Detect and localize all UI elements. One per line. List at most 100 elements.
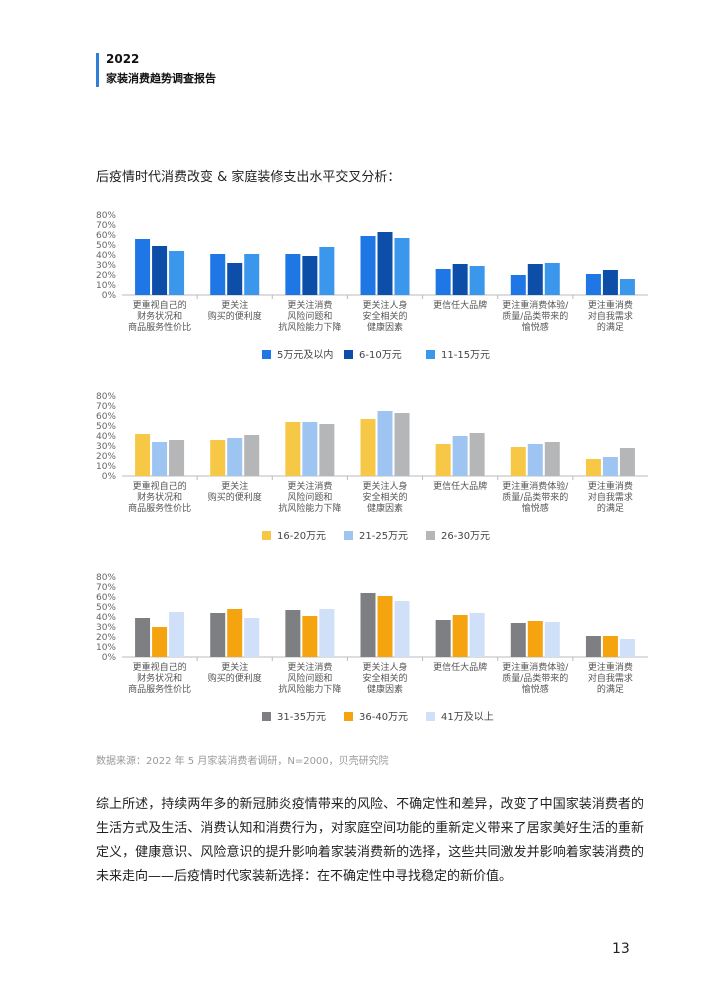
- category-label: 更注重消费体验/质量/品类带来的愉悦感: [502, 299, 569, 333]
- bar: [227, 609, 243, 657]
- bar: [319, 424, 335, 476]
- bar: [452, 436, 468, 476]
- legend-label: 11-15万元: [441, 350, 490, 361]
- legend-swatch: [262, 712, 271, 721]
- bar: [244, 254, 260, 295]
- bar: [319, 247, 335, 295]
- category-label: 更注重消费对自我需求的满足: [588, 661, 633, 695]
- bar: [360, 593, 376, 657]
- bar: [377, 411, 393, 476]
- y-tick-label: 30%: [96, 623, 116, 633]
- bar: [152, 246, 168, 295]
- bar: [619, 279, 635, 295]
- bar: [285, 610, 301, 657]
- bar: [619, 448, 635, 476]
- page-number: 13: [612, 941, 630, 957]
- bar: [510, 623, 526, 657]
- y-tick-label: 10%: [96, 281, 116, 291]
- category-label: 更关注人身安全相关的健康因素: [362, 299, 407, 333]
- header-accent-bar: [96, 53, 99, 87]
- bar: [227, 263, 243, 295]
- y-tick-label: 70%: [96, 583, 116, 593]
- y-tick-label: 10%: [96, 643, 116, 653]
- bar: [377, 232, 393, 295]
- category-label: 更关注消费风险问题和抗风险能力下降: [278, 661, 341, 695]
- y-tick-label: 70%: [96, 402, 116, 412]
- bar: [510, 447, 526, 476]
- y-tick-label: 50%: [96, 241, 116, 251]
- bar: [210, 254, 226, 295]
- y-tick-label: 60%: [96, 593, 116, 603]
- y-tick-label: 70%: [96, 221, 116, 231]
- bar: [602, 457, 618, 476]
- legend-label: 6-10万元: [359, 350, 402, 361]
- bar: [285, 422, 301, 476]
- bar: [585, 636, 601, 657]
- bar: [544, 622, 560, 657]
- category-label: 更信任大品牌: [433, 480, 487, 492]
- y-tick-label: 80%: [96, 392, 116, 402]
- bar: [135, 618, 151, 657]
- bar: [394, 413, 410, 476]
- bar: [585, 459, 601, 476]
- category-label: 更重视自己的财务状况和商品服务性价比: [128, 299, 191, 333]
- legend-label: 26-30万元: [441, 531, 490, 542]
- bar: [544, 263, 560, 295]
- bar: [135, 239, 151, 295]
- category-label: 更信任大品牌: [433, 661, 487, 673]
- y-tick-label: 80%: [96, 573, 116, 583]
- legend-swatch: [426, 712, 435, 721]
- legend-swatch: [426, 531, 435, 540]
- y-tick-label: 0%: [102, 653, 117, 663]
- bar: [302, 422, 318, 476]
- data-source-note: 数据来源：2022 年 5 月家装消费者调研，N=2000，贝壳研究院: [96, 756, 389, 767]
- category-label: 更关注人身安全相关的健康因素: [362, 480, 407, 514]
- y-tick-label: 50%: [96, 422, 116, 432]
- category-label: 更关注购买的便利度: [208, 299, 262, 322]
- y-tick-label: 60%: [96, 231, 116, 241]
- bar: [469, 433, 485, 476]
- category-label: 更关注购买的便利度: [208, 661, 262, 684]
- bar-chart-income-mid: 80%70%60%50%40%30%20%10%0% 更重视自己的财务状况和商品服…: [96, 392, 648, 542]
- category-label: 更注重消费体验/质量/品类带来的愉悦感: [502, 480, 569, 514]
- legend-swatch: [262, 350, 271, 359]
- legend-label: 21-25万元: [359, 531, 408, 542]
- legend-swatch: [344, 350, 353, 359]
- y-tick-label: 0%: [102, 472, 117, 482]
- bar: [544, 442, 560, 476]
- y-tick-label: 40%: [96, 251, 116, 261]
- bar: [602, 636, 618, 657]
- bar: [302, 256, 318, 295]
- y-tick-label: 40%: [96, 613, 116, 623]
- category-label: 更注重消费体验/质量/品类带来的愉悦感: [502, 661, 569, 695]
- bar: [285, 254, 301, 295]
- category-label: 更信任大品牌: [433, 299, 487, 311]
- legend-label: 36-40万元: [359, 712, 408, 723]
- legend-swatch: [344, 712, 353, 721]
- summary-paragraph: 综上所述，持续两年多的新冠肺炎疫情带来的风险、不确定性和差异，改变了中国家装消费…: [96, 797, 644, 884]
- legend-swatch: [262, 531, 271, 540]
- section-heading: 后疫情时代消费改变 & 家庭装修支出水平交叉分析：: [96, 170, 401, 185]
- legend-label: 5万元及以内: [277, 348, 333, 361]
- bar-chart-income-high: 80%70%60%50%40%30%20%10%0% 更重视自己的财务状况和商品服…: [96, 573, 648, 723]
- bar: [469, 266, 485, 295]
- y-tick-label: 40%: [96, 432, 116, 442]
- y-tick-label: 10%: [96, 462, 116, 472]
- bar: [377, 596, 393, 657]
- bar: [152, 442, 168, 476]
- bar: [435, 444, 451, 476]
- bar: [210, 440, 226, 476]
- category-label: 更重视自己的财务状况和商品服务性价比: [128, 661, 191, 695]
- bar: [244, 618, 260, 657]
- bar: [469, 613, 485, 657]
- bar: [527, 264, 543, 295]
- legend-label: 16-20万元: [277, 531, 326, 542]
- category-label: 更注重消费对自我需求的满足: [588, 480, 633, 514]
- bar: [169, 440, 185, 476]
- legend-label: 41万及以上: [441, 711, 494, 723]
- bar: [527, 621, 543, 657]
- category-label: 更关注消费风险问题和抗风险能力下降: [278, 299, 341, 333]
- category-label: 更关注购买的便利度: [208, 480, 262, 503]
- bar: [169, 251, 185, 295]
- bar: [585, 274, 601, 295]
